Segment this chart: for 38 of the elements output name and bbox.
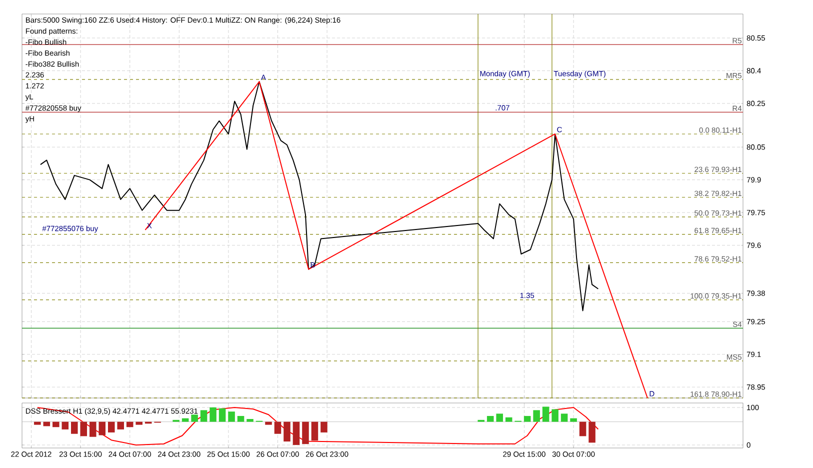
bar: [588, 422, 596, 443]
bar: [542, 406, 550, 422]
bar: [237, 416, 244, 422]
bar: [496, 414, 503, 422]
bar: [505, 417, 512, 422]
bar: [98, 422, 106, 436]
bar: [486, 416, 494, 422]
bar: [560, 414, 568, 422]
bar: [126, 422, 134, 428]
line-series: [144, 81, 648, 398]
bar: [218, 408, 226, 422]
bar: [210, 407, 216, 422]
bar: [274, 422, 282, 434]
bar: [320, 422, 328, 432]
bar: [117, 422, 124, 430]
bar: [570, 418, 577, 422]
bar: [52, 422, 60, 428]
bar: [265, 422, 272, 425]
bar: [579, 422, 586, 436]
bar: [62, 422, 69, 430]
bar: [89, 422, 96, 437]
bar: [80, 422, 88, 436]
bar: [524, 416, 531, 422]
bar: [228, 412, 235, 422]
bar: [246, 418, 254, 422]
bar: [71, 422, 78, 434]
bar: [191, 414, 198, 422]
bar: [533, 410, 540, 422]
bar: [108, 422, 115, 432]
bar: [136, 422, 142, 425]
bar: [302, 422, 309, 444]
bar: [284, 422, 290, 442]
bar: [34, 422, 41, 425]
bar: [200, 410, 208, 422]
bar: [552, 409, 558, 422]
bar: [311, 422, 318, 441]
bar: [292, 422, 300, 445]
bar: [182, 418, 189, 422]
